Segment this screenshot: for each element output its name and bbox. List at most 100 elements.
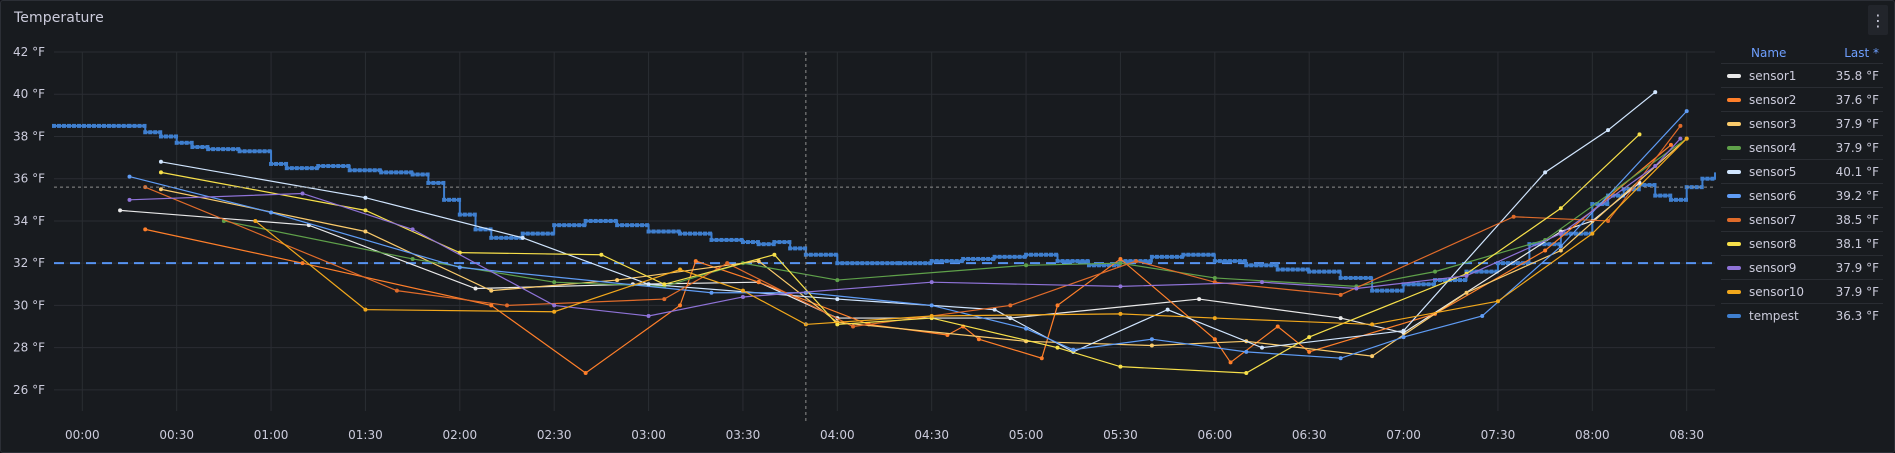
chart-grid [54,51,1715,411]
legend-header-name[interactable]: Name [1751,46,1787,60]
y-tick-label: 32 °F [13,256,45,270]
x-tick-label: 07:30 [1481,428,1516,442]
tempest-point [1249,263,1254,268]
sensor2-point [976,337,981,342]
y-axis-ticks: 26 °F 28 °F 30 °F 32 °F 34 °F 36 °F 38 °F 40 °F… [13,45,45,397]
tempest-point [1002,254,1007,259]
sensor6-line [129,110,1688,359]
tempest-point [635,223,640,228]
sensor9-point [552,303,557,308]
tempest-point [173,134,178,139]
tempest-point [761,242,766,247]
kebab-menu-icon[interactable]: ⋮ [1868,5,1888,35]
tempest-point [1673,197,1678,202]
series-sensor4 [221,136,1689,289]
tempest-point [991,256,996,261]
sensor10-line [254,138,1688,326]
sensor8-point [158,170,163,175]
tempest-point [803,246,808,251]
sensor5-point [1401,328,1406,333]
tempest-point [404,170,409,175]
sensor6-point [1024,326,1029,331]
tempest-point [833,252,838,257]
tempest-point [934,259,939,264]
series-layer [52,90,1716,375]
sensor7-line [145,125,1681,328]
legend-header-last[interactable]: Last * [1844,46,1879,60]
sensor9-line [129,138,1681,317]
tempest-point [708,231,713,236]
sensor4-point [552,280,557,285]
legend-item-sensor6[interactable]: sensor6 39.2 °F [1721,183,1883,207]
tempest-point [97,123,101,128]
tempest-point [645,223,650,228]
tempest-point [452,197,457,202]
tempest-point [504,235,509,240]
legend-item-tempest[interactable]: tempest 36.3 °F [1721,303,1883,327]
tempest-point [903,261,908,266]
tempest-point [755,240,760,245]
tempest-point [1431,282,1436,287]
tempest-point [719,237,724,242]
tempest-point [782,240,787,245]
sensor8-point [1558,206,1563,211]
temperature-chart[interactable]: 26 °F 28 °F 30 °F 32 °F 34 °F 36 °F 38 °F 40 °F… [0,0,1720,453]
tempest-point [880,261,885,266]
legend-item-sensor8[interactable]: sensor8 38.1 °F [1721,231,1883,255]
tempest-point [426,180,431,185]
tempest-point [316,164,321,169]
sensor6-point [1071,347,1076,352]
tempest-point [1463,278,1468,283]
legend-item-name: sensor6 [1749,188,1797,203]
tempest-point [850,261,855,266]
tempest-point [1710,176,1715,181]
sensor9-point [929,280,934,285]
legend-item-sensor4[interactable]: sensor4 37.9 °F [1721,135,1883,159]
tempest-point [1075,259,1080,264]
tempest-point [389,170,394,175]
tempest-point [1605,202,1610,207]
tempest-point [384,170,389,175]
legend-item-sensor5[interactable]: sensor5 40.1 °F [1721,159,1883,183]
tempest-point [1578,231,1583,236]
tempest-point [1479,269,1484,274]
tempest-point [514,235,519,240]
series-sensor1 [118,180,1642,335]
tempest-point [102,123,106,128]
tempest-point [1658,193,1663,198]
tempest-point [898,261,903,266]
tempest-point [788,246,793,251]
tempest-point [1547,242,1552,247]
legend-item-sensor9[interactable]: sensor9 37.9 °F [1721,255,1883,279]
tempest-point [855,261,860,266]
legend-item-sensor1[interactable]: sensor1 35.8 °F [1721,63,1883,87]
legend-item-sensor10[interactable]: sensor10 37.9 °F [1721,279,1883,303]
tempest-point [1227,259,1232,264]
sensor10-point [678,267,683,272]
legend-item-sensor7[interactable]: sensor7 38.5 °F [1721,207,1883,231]
tempest-point [678,231,683,236]
tempest-point [1024,252,1029,257]
legend-item-sensor2[interactable]: sensor2 37.6 °F [1721,87,1883,111]
tempest-point [1694,185,1699,190]
tempest-point [1232,259,1237,264]
sensor6-point [127,174,132,179]
sensor10-point [253,218,258,223]
sensor5-point [363,195,368,200]
series-sensor9 [127,136,1683,318]
tempest-point [52,123,56,128]
x-tick-label: 01:00 [254,428,289,442]
sensor9-point [1464,273,1469,278]
sensor10-point [740,288,745,293]
tempest-point [666,229,671,234]
tempest-point [216,147,221,152]
sensor5-point [992,307,997,312]
sensor8-point [363,208,368,213]
sensor2-point [678,303,683,308]
sensor10-point [1370,322,1375,327]
tempest-point [195,145,200,150]
legend-item-sensor3[interactable]: sensor3 37.9 °F [1721,111,1883,135]
sensor7-point [1511,214,1516,219]
tempest-point [913,261,918,266]
tempest-point [1368,275,1373,280]
